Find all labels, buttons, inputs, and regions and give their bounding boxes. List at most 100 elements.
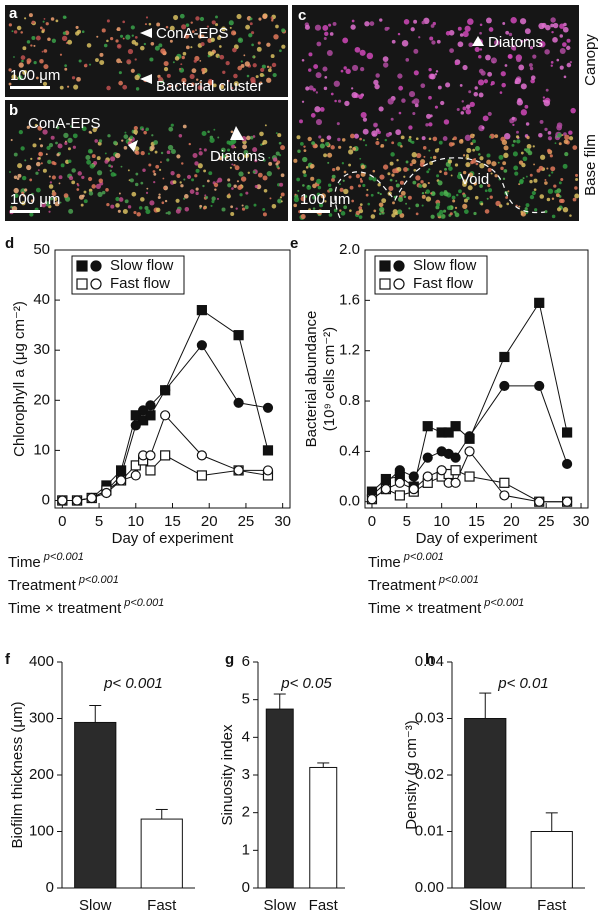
cell [131, 39, 137, 45]
cell [199, 147, 202, 151]
cell [443, 171, 448, 176]
cell [566, 38, 571, 43]
x-tick-label: Slow [79, 897, 112, 914]
cell [34, 123, 38, 127]
cell [93, 161, 98, 166]
cell [183, 197, 186, 200]
cell [120, 165, 123, 168]
cell [299, 119, 303, 124]
cell [474, 46, 480, 52]
cell [481, 126, 485, 130]
cell [322, 24, 329, 31]
cell [479, 156, 484, 161]
stat-term: Treatment [368, 577, 437, 594]
cell [421, 136, 426, 141]
cell [122, 84, 128, 90]
cell [297, 189, 300, 192]
cell [551, 214, 556, 219]
cell [140, 151, 145, 156]
marker [233, 465, 244, 476]
cell [68, 208, 74, 214]
cell [113, 173, 117, 177]
marker [379, 260, 391, 272]
cell [114, 152, 121, 159]
cell [249, 17, 253, 21]
cell [122, 208, 128, 214]
cell [512, 139, 516, 143]
cell [479, 163, 485, 169]
cell [478, 153, 481, 156]
marker [262, 402, 274, 413]
cell [163, 67, 169, 72]
marker [379, 278, 391, 290]
cell [237, 156, 240, 159]
cell [458, 189, 462, 194]
marker [422, 421, 433, 432]
cell [420, 83, 426, 89]
bar [74, 721, 117, 889]
cell [211, 196, 216, 201]
cell [324, 142, 330, 147]
cell [14, 193, 19, 198]
cell [55, 19, 59, 23]
cell [468, 90, 472, 94]
cell [486, 197, 489, 200]
cell [67, 39, 73, 45]
cell [421, 194, 426, 199]
cell [343, 188, 349, 195]
cell [190, 46, 193, 49]
y-tick-label: 0.8 [339, 392, 360, 409]
cell [255, 75, 259, 79]
cell [229, 26, 232, 29]
cell [410, 27, 415, 32]
marker [393, 278, 405, 290]
cell [280, 192, 285, 197]
y-tick-label: 2.0 [339, 241, 360, 258]
cell [281, 28, 286, 33]
cell [80, 203, 84, 207]
cell [47, 159, 52, 165]
cell [308, 52, 313, 57]
cell [362, 117, 368, 122]
cell [81, 126, 87, 132]
cell [230, 30, 237, 36]
cell [524, 104, 529, 109]
marker [115, 475, 127, 486]
cell [408, 91, 416, 98]
cell [449, 48, 454, 53]
cell [126, 59, 132, 65]
cell [327, 161, 330, 164]
cell [236, 180, 240, 183]
cell [241, 136, 247, 142]
cell [195, 78, 199, 81]
y-axis-title: Bacterial abundance [303, 311, 320, 448]
marker [394, 477, 405, 488]
cell [562, 42, 567, 47]
cell [26, 164, 32, 171]
cell [359, 49, 366, 56]
bar [530, 831, 573, 889]
legend-box [374, 255, 488, 295]
cell [556, 188, 562, 194]
cell [58, 175, 63, 180]
cell [249, 22, 253, 26]
cell [525, 203, 530, 208]
cell [207, 130, 210, 134]
cell [230, 205, 234, 209]
cell [421, 20, 425, 25]
cell [41, 50, 44, 53]
cell [440, 100, 445, 106]
marker [90, 260, 102, 272]
cell [184, 33, 190, 39]
cell [143, 42, 147, 46]
cell [564, 134, 570, 140]
cell [197, 163, 203, 169]
arrow [128, 140, 138, 152]
y-tick-label: 0.01 [415, 822, 444, 839]
x-tick-label: 10 [127, 513, 144, 530]
cell [263, 159, 266, 162]
cell [109, 169, 112, 172]
cell [327, 152, 333, 158]
cell [254, 159, 258, 163]
cell [222, 70, 226, 74]
